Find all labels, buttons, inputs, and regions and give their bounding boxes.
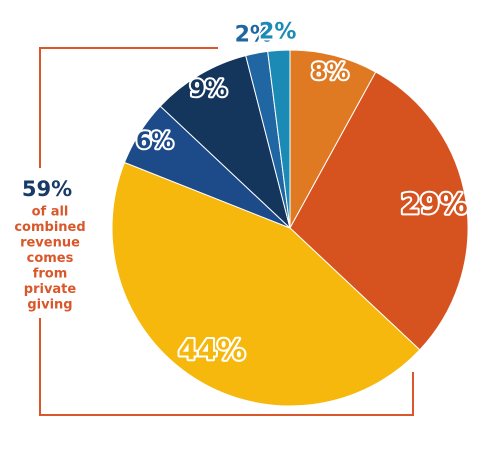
annotation-line: from [33,267,68,282]
annotation: 59% of allcombinedrevenuecomesfromprivate… [14,177,85,313]
value-label: 6% [136,129,173,154]
pie-slice [267,49,291,229]
annotation-line: of all [32,205,69,220]
pie-labels: 8% 29% 44% 6% 9% 2%2% [134,18,470,369]
annotation-line: comes [27,251,74,266]
pie-slice [289,49,377,229]
value-label: 8% [311,60,348,85]
bracket-top [39,47,218,168]
value-label: 29% [401,187,468,220]
value-label: 44% [178,333,245,366]
pie [111,49,469,407]
value-label: 2% [259,20,296,45]
annotation-line: giving [27,298,72,313]
value-label: 2% [235,23,272,48]
annotation-headline: 59% [22,177,72,201]
pie-slice [159,54,291,230]
annotation-line: revenue [20,236,80,251]
bracket-bottom [39,318,414,416]
pie-slice [289,71,469,351]
bracket [39,47,414,416]
value-label: 9% [190,77,227,102]
annotation-line: private [24,282,77,297]
annotation-line: combined [14,220,85,235]
pie-slice [111,161,421,407]
